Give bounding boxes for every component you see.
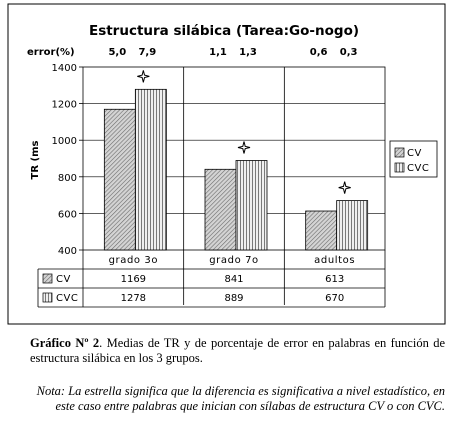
star-icon [338,181,351,194]
data-label: 1278 [121,293,146,304]
x-tick-label: adultos [314,255,355,266]
legend-swatch-cv [394,147,405,158]
x-tick-label: grado 3o [109,255,159,266]
bar-cv-1 [204,168,237,251]
table-swatch-cvc [42,292,53,303]
chart: Estructura silábica (Tarea:Go-nogo) erro… [7,3,446,325]
bar-cvc-1 [235,160,268,251]
y-axis-label: TR (ms [30,140,41,179]
error-value: 1,3 [239,47,257,58]
error-value: 0,6 [310,47,328,58]
bar-cv-0 [103,108,136,251]
y-tick-label: 400 [58,246,77,257]
data-table: grado 3o grado 7o adultos CV 1169 841 613 CVC 12… [37,250,386,308]
error-value: 0,3 [340,47,358,58]
legend: CV CVC [389,140,438,178]
y-tick-label: 1200 [52,100,77,111]
data-label: 613 [325,274,344,285]
figure-note: Nota: La estrella significa que la difer… [36,384,445,413]
y-tick-label: 600 [58,209,77,220]
y-axis-ticks: 400 600 800 1000 1200 1400 [52,63,83,257]
x-tick-label: grado 7o [209,255,259,266]
star-icon [237,141,251,154]
error-value: 1,1 [209,47,227,58]
figure-caption: Gráfico Nº 2. Medias de TR y de porcenta… [30,336,445,366]
error-value: 5,0 [108,47,126,58]
table-swatch-cv [42,273,53,284]
legend-label: CVC [407,163,429,174]
bars [103,88,369,251]
y-tick-label: 800 [58,173,77,184]
significance-markers [137,70,351,194]
data-label: 889 [224,293,243,304]
error-label: error(%) [27,47,75,58]
caption-label: Gráfico Nº 2 [30,336,100,350]
chart-title: Estructura silábica (Tarea:Go-nogo) [89,23,359,39]
table-series-name: CVC [56,293,78,304]
table-series-name: CV [56,274,71,285]
caption-text: . Medias de TR y de porcentaje de error … [30,336,446,365]
bar-cv-2 [305,210,338,251]
bar-cvc-0 [134,88,167,251]
data-label: 1169 [121,274,146,285]
data-label: 841 [224,274,243,285]
star-icon [137,70,150,83]
y-tick-label: 1400 [52,63,77,74]
data-label: 670 [325,293,344,304]
error-values: 5,0 7,9 1,1 1,3 0,6 0,3 [108,47,357,58]
legend-label: CV [407,148,422,159]
bar-cvc-2 [336,200,369,251]
legend-swatch-cvc [394,162,405,173]
y-tick-label: 1000 [52,136,77,147]
error-value: 7,9 [138,47,156,58]
